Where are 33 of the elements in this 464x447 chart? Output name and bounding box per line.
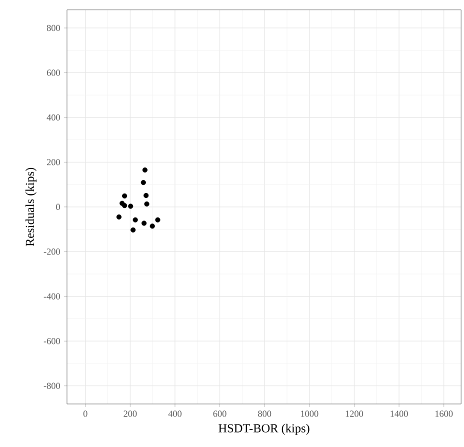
x-tick-label: 1400	[390, 410, 408, 417]
x-tick-label: 400	[168, 410, 182, 417]
point	[142, 168, 148, 173]
y-axis-title: Residuals (kips)	[25, 168, 37, 246]
x-tick-label: 600	[213, 410, 226, 417]
y-tick-label: -600	[44, 338, 60, 344]
y-tick-label: 600	[46, 70, 60, 76]
point	[122, 193, 128, 199]
point	[128, 204, 134, 209]
x-tick-label: 1000	[301, 410, 318, 417]
y-tick-label: 400	[46, 114, 60, 121]
point	[130, 227, 136, 233]
y-tick-label: -200	[44, 248, 60, 255]
y-tick-label: -400	[44, 293, 60, 300]
point	[140, 180, 146, 186]
y-tick-label: 200	[46, 159, 60, 166]
x-tick-label: 1200	[346, 410, 364, 417]
x-tick-label: 800	[258, 410, 272, 417]
point	[142, 220, 147, 226]
x-tick-label: 1600	[435, 410, 453, 417]
point	[155, 217, 160, 222]
x-tick-label: 0	[83, 410, 88, 417]
point	[132, 217, 138, 222]
y-tick-label: 800	[46, 24, 60, 32]
x-tick-label: 200	[124, 410, 137, 417]
y-tick-label: 0	[56, 204, 60, 210]
point	[144, 202, 150, 207]
point	[144, 193, 149, 198]
point	[122, 203, 128, 208]
x-axis-title: HSDT-BOR (kips)	[218, 424, 310, 435]
point	[116, 214, 122, 220]
y-tick-label: -800	[44, 382, 60, 389]
point	[150, 224, 155, 229]
